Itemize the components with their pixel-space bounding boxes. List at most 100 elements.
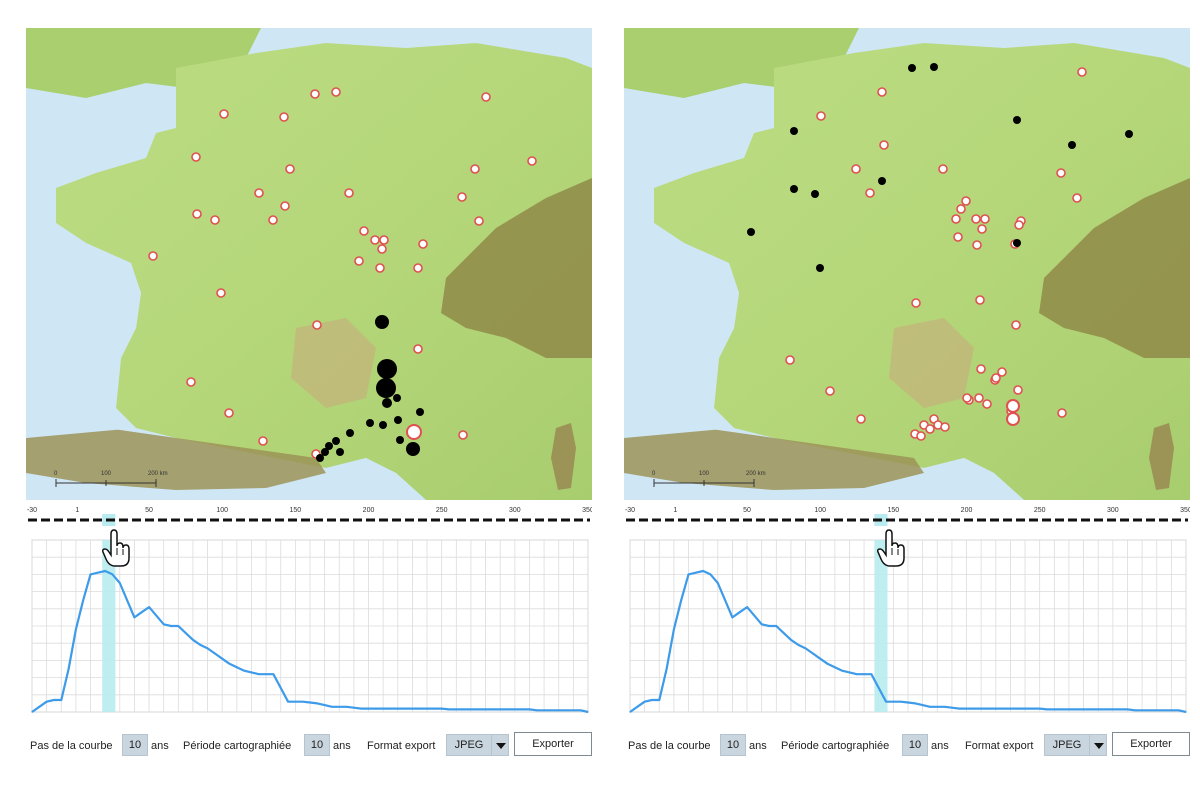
site-marker-inactive[interactable] bbox=[785, 355, 795, 365]
site-marker-inactive[interactable] bbox=[331, 87, 341, 97]
site-marker-inactive[interactable] bbox=[377, 244, 387, 254]
site-marker-inactive[interactable] bbox=[224, 408, 234, 418]
site-marker-active[interactable] bbox=[396, 436, 404, 444]
site-marker-inactive[interactable] bbox=[216, 288, 226, 298]
site-marker-active[interactable] bbox=[816, 264, 824, 272]
site-marker-inactive[interactable] bbox=[1057, 408, 1067, 418]
site-marker-inactive-large[interactable] bbox=[1006, 399, 1020, 413]
site-marker-inactive[interactable] bbox=[991, 373, 1001, 383]
site-marker-inactive[interactable] bbox=[961, 196, 971, 206]
site-marker-active[interactable] bbox=[379, 421, 387, 429]
site-marker-inactive[interactable] bbox=[938, 164, 948, 174]
site-marker-active[interactable] bbox=[321, 448, 329, 456]
site-marker-inactive[interactable] bbox=[418, 239, 428, 249]
site-marker-active[interactable] bbox=[346, 429, 354, 437]
site-marker-inactive[interactable] bbox=[972, 240, 982, 250]
site-marker-active[interactable] bbox=[1125, 130, 1133, 138]
period-input[interactable]: 10 bbox=[902, 734, 928, 756]
site-marker-inactive[interactable] bbox=[916, 431, 926, 441]
site-marker-inactive[interactable] bbox=[951, 214, 961, 224]
site-marker-inactive[interactable] bbox=[258, 436, 268, 446]
site-marker-active[interactable] bbox=[316, 454, 324, 462]
export-button[interactable]: Exporter bbox=[514, 732, 592, 756]
site-marker-active[interactable] bbox=[325, 442, 333, 450]
site-marker-inactive[interactable] bbox=[470, 164, 480, 174]
site-marker-inactive[interactable] bbox=[975, 295, 985, 305]
site-marker-inactive[interactable] bbox=[962, 393, 972, 403]
format-select[interactable]: JPEG bbox=[1044, 734, 1090, 756]
site-marker-inactive[interactable] bbox=[268, 215, 278, 225]
site-marker-inactive[interactable] bbox=[279, 112, 289, 122]
site-marker-active[interactable] bbox=[790, 127, 798, 135]
site-marker-inactive[interactable] bbox=[481, 92, 491, 102]
site-marker-inactive[interactable] bbox=[1072, 193, 1082, 203]
site-marker-active[interactable] bbox=[336, 448, 344, 456]
site-marker-active[interactable] bbox=[366, 419, 374, 427]
site-marker-inactive[interactable] bbox=[816, 111, 826, 121]
site-marker-inactive[interactable] bbox=[219, 109, 229, 119]
site-marker-active[interactable] bbox=[377, 359, 397, 379]
site-marker-inactive[interactable] bbox=[976, 364, 986, 374]
site-marker-inactive-large[interactable] bbox=[1006, 412, 1020, 426]
site-marker-inactive[interactable] bbox=[953, 232, 963, 242]
site-marker-inactive[interactable] bbox=[997, 367, 1007, 377]
site-marker-active[interactable] bbox=[908, 64, 916, 72]
site-marker-active[interactable] bbox=[393, 394, 401, 402]
site-marker-inactive[interactable] bbox=[971, 214, 981, 224]
site-marker-inactive[interactable] bbox=[982, 399, 992, 409]
site-marker-inactive[interactable] bbox=[956, 204, 966, 214]
site-marker-inactive[interactable] bbox=[354, 256, 364, 266]
site-marker-active[interactable] bbox=[382, 398, 392, 408]
site-marker-inactive[interactable] bbox=[192, 209, 202, 219]
site-marker-active[interactable] bbox=[811, 190, 819, 198]
site-marker-inactive[interactable] bbox=[210, 215, 220, 225]
site-marker-inactive[interactable] bbox=[457, 192, 467, 202]
site-marker-inactive[interactable] bbox=[856, 414, 866, 424]
site-marker-inactive[interactable] bbox=[280, 201, 290, 211]
site-marker-inactive[interactable] bbox=[974, 393, 984, 403]
site-marker-inactive[interactable] bbox=[977, 224, 987, 234]
site-marker-inactive[interactable] bbox=[375, 263, 385, 273]
curve-step-input[interactable]: 10 bbox=[720, 734, 746, 756]
format-select[interactable]: JPEG bbox=[446, 734, 492, 756]
timeline-slider[interactable]: -30 1 50 100 150 200 250 300 350 bbox=[26, 500, 592, 526]
site-marker-inactive[interactable] bbox=[285, 164, 295, 174]
site-marker-inactive[interactable] bbox=[413, 263, 423, 273]
site-marker-active[interactable] bbox=[1068, 141, 1076, 149]
site-marker-inactive[interactable] bbox=[458, 430, 468, 440]
relief-map[interactable]: 0 100 200 km bbox=[624, 28, 1190, 500]
site-marker-active[interactable] bbox=[1013, 239, 1021, 247]
site-marker-active[interactable] bbox=[375, 315, 389, 329]
site-marker-inactive[interactable] bbox=[865, 188, 875, 198]
site-marker-active[interactable] bbox=[406, 442, 420, 456]
site-marker-inactive[interactable] bbox=[344, 188, 354, 198]
site-marker-inactive[interactable] bbox=[879, 140, 889, 150]
site-marker-active[interactable] bbox=[332, 437, 340, 445]
site-marker-inactive[interactable] bbox=[359, 226, 369, 236]
site-marker-inactive[interactable] bbox=[254, 188, 264, 198]
relief-map[interactable]: 0 100 200 km bbox=[26, 28, 592, 500]
site-marker-inactive[interactable] bbox=[877, 87, 887, 97]
site-marker-inactive[interactable] bbox=[1056, 168, 1066, 178]
site-marker-inactive[interactable] bbox=[379, 235, 389, 245]
site-marker-active[interactable] bbox=[747, 228, 755, 236]
site-marker-inactive[interactable] bbox=[527, 156, 537, 166]
period-input[interactable]: 10 bbox=[304, 734, 330, 756]
site-marker-inactive[interactable] bbox=[413, 344, 423, 354]
site-marker-inactive[interactable] bbox=[312, 320, 322, 330]
site-marker-inactive[interactable] bbox=[851, 164, 861, 174]
chevron-down-icon[interactable] bbox=[1089, 734, 1107, 756]
site-marker-active[interactable] bbox=[376, 378, 396, 398]
site-marker-active[interactable] bbox=[394, 416, 402, 424]
site-marker-inactive[interactable] bbox=[980, 214, 990, 224]
site-marker-inactive-large[interactable] bbox=[406, 424, 422, 440]
site-marker-inactive[interactable] bbox=[825, 386, 835, 396]
site-marker-active[interactable] bbox=[930, 63, 938, 71]
site-marker-active[interactable] bbox=[878, 177, 886, 185]
site-marker-inactive[interactable] bbox=[1011, 320, 1021, 330]
curve-step-input[interactable]: 10 bbox=[122, 734, 148, 756]
site-marker-inactive[interactable] bbox=[474, 216, 484, 226]
site-marker-active[interactable] bbox=[416, 408, 424, 416]
site-marker-inactive[interactable] bbox=[148, 251, 158, 261]
site-marker-inactive[interactable] bbox=[191, 152, 201, 162]
